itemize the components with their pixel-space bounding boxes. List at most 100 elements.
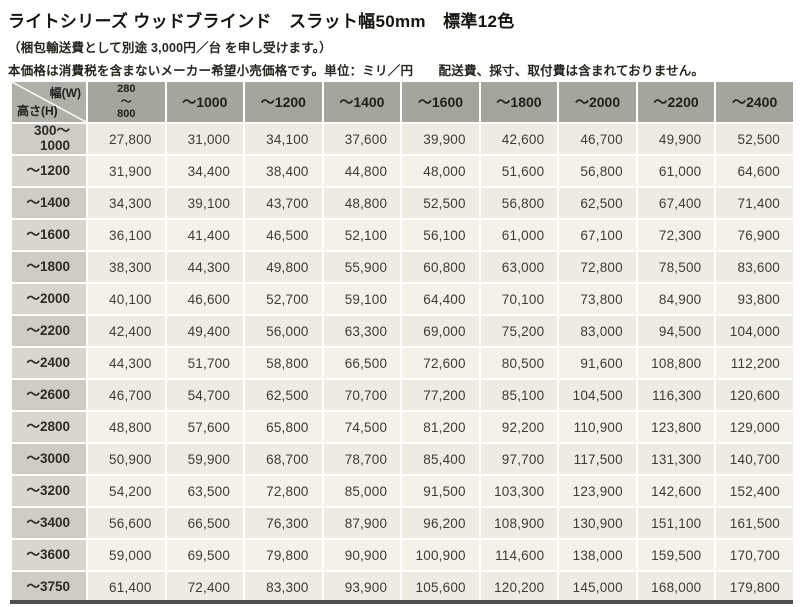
price-table: 幅(W) 高さ(H) 280 ～ 800 ～1000 ～1200 ～1400 ～1600…	[10, 80, 795, 604]
price-cell: 96,200	[402, 508, 479, 538]
price-cell: 91,500	[402, 476, 479, 506]
diagonal-divider-line	[12, 82, 86, 122]
price-cell: 46,700	[88, 380, 165, 410]
price-cell: 63,000	[480, 252, 558, 282]
price-cell: 56,000	[245, 316, 322, 346]
price-cell: 80,500	[480, 348, 558, 378]
price-cell: 79,800	[245, 540, 322, 570]
price-cell: 60,800	[402, 252, 479, 282]
price-cell: 43,700	[245, 188, 322, 218]
price-cell: 170,700	[716, 540, 793, 570]
row-header: ～3600	[12, 540, 86, 570]
price-cell: 62,500	[245, 380, 322, 410]
price-cell: 72,400	[166, 572, 244, 602]
price-cell: 68,700	[245, 444, 322, 474]
price-cell: 72,600	[402, 348, 479, 378]
price-cell: 70,100	[480, 284, 558, 314]
price-cell: 123,800	[637, 412, 715, 442]
page-title: ライトシリーズ ウッドブラインド スラット幅50mm 標準12色	[8, 12, 515, 31]
row-header: ～2200	[12, 316, 86, 346]
price-cell: 63,300	[323, 316, 401, 346]
column-header-row: 幅(W) 高さ(H) 280 ～ 800 ～1000 ～1200 ～1400 ～1600…	[12, 82, 793, 122]
price-cell: 41,400	[166, 220, 244, 250]
corner-cell: 幅(W) 高さ(H)	[12, 82, 86, 122]
price-cell: 91,600	[559, 348, 636, 378]
table-row: ～3750 61,400 72,400 83,300 93,900 105,600 120,…	[12, 572, 793, 602]
price-cell: 78,500	[637, 252, 715, 282]
price-cell: 37,600	[323, 124, 401, 154]
row-header: ～3400	[12, 508, 86, 538]
price-cell: 61,400	[88, 572, 165, 602]
price-cell: 83,300	[245, 572, 322, 602]
price-cell: 159,500	[637, 540, 715, 570]
price-cell: 77,200	[402, 380, 479, 410]
price-cell: 87,900	[323, 508, 401, 538]
table-row: ～2400 44,300 51,700 58,800 66,500 72,600 80,50…	[12, 348, 793, 378]
row-header: ～1400	[12, 188, 86, 218]
price-cell: 46,700	[559, 124, 636, 154]
price-cell: 92,200	[480, 412, 558, 442]
price-cell: 130,900	[559, 508, 636, 538]
table-row: ～2200 42,400 49,400 56,000 63,300 69,000 75,20…	[12, 316, 793, 346]
price-cell: 152,400	[716, 476, 793, 506]
table-row: 300～ 1000 27,800 31,000 34,100 37,600 39,900 4…	[12, 124, 793, 154]
price-cell: 59,000	[88, 540, 165, 570]
price-cell: 56,100	[402, 220, 479, 250]
price-cell: 93,900	[323, 572, 401, 602]
price-cell: 56,800	[480, 188, 558, 218]
price-cell: 85,400	[402, 444, 479, 474]
price-cell: 73,800	[559, 284, 636, 314]
price-cell: 85,100	[480, 380, 558, 410]
price-cell: 145,000	[559, 572, 636, 602]
row-header: ～3750	[12, 572, 86, 602]
column-header: ～2000	[559, 82, 636, 122]
price-cell: 112,200	[716, 348, 793, 378]
price-cell: 48,800	[323, 188, 401, 218]
price-cell: 39,900	[402, 124, 479, 154]
price-cell: 140,700	[716, 444, 793, 474]
price-cell: 67,100	[559, 220, 636, 250]
price-cell: 72,300	[637, 220, 715, 250]
price-cell: 74,500	[323, 412, 401, 442]
shipping-note: （梱包輸送費として別途 3,000円／台 を申し受けます。）	[8, 41, 332, 55]
price-cell: 56,800	[559, 156, 636, 186]
price-cell: 161,500	[716, 508, 793, 538]
price-cell: 48,800	[88, 412, 165, 442]
price-cell: 52,700	[245, 284, 322, 314]
price-cell: 120,200	[480, 572, 558, 602]
price-cell: 69,500	[166, 540, 244, 570]
table-row: ～1800 38,300 44,300 49,800 55,900 60,800 63,00…	[12, 252, 793, 282]
column-header: 280 ～ 800	[88, 82, 165, 122]
price-cell: 58,800	[245, 348, 322, 378]
next-section-top-edge	[10, 600, 793, 604]
price-cell: 34,300	[88, 188, 165, 218]
table-row: ～3000 50,900 59,900 68,700 78,700 85,400 97,70…	[12, 444, 793, 474]
row-header: ～1800	[12, 252, 86, 282]
table-row: ～3200 54,200 63,500 72,800 85,000 91,500 103,3…	[12, 476, 793, 506]
price-cell: 49,900	[637, 124, 715, 154]
price-cell: 66,500	[323, 348, 401, 378]
price-cell: 50,900	[88, 444, 165, 474]
table-row: ～2800 48,800 57,600 65,800 74,500 81,200 92,20…	[12, 412, 793, 442]
price-cell: 63,500	[166, 476, 244, 506]
price-cell: 110,900	[559, 412, 636, 442]
row-header: ～1200	[12, 156, 86, 186]
price-cell: 120,600	[716, 380, 793, 410]
width-axis-label: 幅(W)	[49, 86, 81, 100]
price-cell: 49,400	[166, 316, 244, 346]
price-cell: 34,100	[245, 124, 322, 154]
column-header: ～2400	[716, 82, 793, 122]
column-header: ～1400	[323, 82, 401, 122]
price-cell: 123,900	[559, 476, 636, 506]
price-cell: 168,000	[637, 572, 715, 602]
price-cell: 38,300	[88, 252, 165, 282]
price-cell: 61,000	[637, 156, 715, 186]
price-cell: 56,600	[88, 508, 165, 538]
column-header: ～1200	[245, 82, 322, 122]
column-header: ～1600	[402, 82, 479, 122]
price-cell: 52,500	[716, 124, 793, 154]
row-header: ～2600	[12, 380, 86, 410]
price-note: 本価格は消費税を含まないメーカー希望小売価格です。単位：ミリ／円 配送費、採寸、…	[8, 64, 705, 78]
price-cell: 52,100	[323, 220, 401, 250]
